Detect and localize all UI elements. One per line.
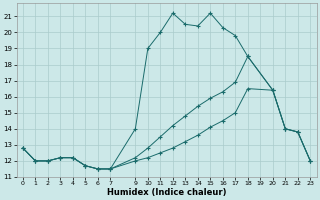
X-axis label: Humidex (Indice chaleur): Humidex (Indice chaleur) xyxy=(107,188,226,197)
